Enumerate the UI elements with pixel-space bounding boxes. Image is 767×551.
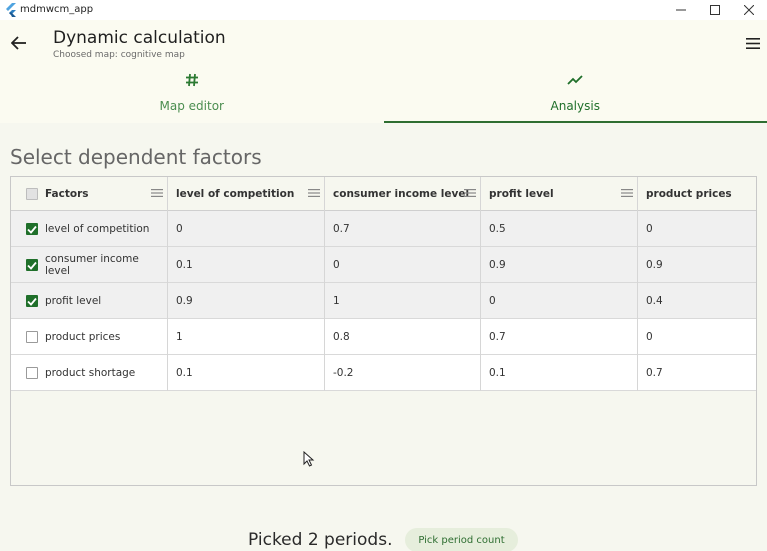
- column-header-label: product prices: [646, 188, 732, 200]
- grid-header: Factors level of competition consumer in…: [11, 177, 756, 211]
- column-menu-icon[interactable]: [464, 188, 476, 198]
- column-header-label: consumer income level: [333, 188, 470, 200]
- column-header-label: Factors: [45, 188, 89, 200]
- tab-analysis[interactable]: Analysis: [383, 65, 767, 123]
- row-checkbox[interactable]: [26, 295, 38, 307]
- table-row[interactable]: profit level 0.9 1 0 0.4: [11, 283, 756, 319]
- column-header-label: level of competition: [176, 188, 295, 200]
- factor-name: consumer income level: [45, 253, 139, 277]
- column-header-profit-level[interactable]: profit level: [481, 177, 638, 211]
- minimize-button[interactable]: [663, 0, 699, 20]
- check-icon: [27, 297, 37, 306]
- factor-name: product prices: [45, 331, 121, 343]
- table-row[interactable]: consumer income level 0.1 0 0.9 0.9: [11, 247, 756, 283]
- value-cell[interactable]: 0.7: [325, 211, 481, 247]
- column-menu-icon[interactable]: [151, 188, 163, 198]
- section-title: Select dependent factors: [10, 145, 262, 169]
- column-header-product-prices[interactable]: product prices: [638, 177, 756, 211]
- factor-cell: consumer income level: [11, 247, 168, 283]
- factor-cell: level of competition: [11, 211, 168, 247]
- value-cell[interactable]: 0: [168, 211, 325, 247]
- value-cell[interactable]: 0.1: [168, 247, 325, 283]
- factor-name: profit level: [45, 295, 102, 307]
- back-button[interactable]: [8, 32, 30, 54]
- tab-map-editor[interactable]: Map editor: [0, 65, 384, 123]
- factor-name: level of competition: [45, 223, 150, 235]
- grid-rows: level of competition 0 0.7 0.5 0 consume…: [11, 211, 756, 391]
- column-header-consumer-income-level[interactable]: consumer income level: [325, 177, 481, 211]
- value-cell[interactable]: 1: [325, 283, 481, 319]
- row-checkbox[interactable]: [26, 223, 38, 235]
- hash-icon: [185, 73, 198, 87]
- value-cell[interactable]: 1: [168, 319, 325, 355]
- row-checkbox[interactable]: [26, 331, 38, 343]
- close-icon: [744, 5, 754, 15]
- pick-period-count-button[interactable]: Pick period count: [405, 528, 518, 551]
- value-cell[interactable]: 0.5: [481, 211, 638, 247]
- check-icon: [27, 225, 37, 234]
- value-cell[interactable]: 0: [646, 331, 653, 343]
- picked-periods-text: Picked 2 periods.: [248, 530, 393, 550]
- window-titlebar: mdmwcm_app: [0, 0, 767, 20]
- column-menu-icon[interactable]: [621, 188, 633, 198]
- column-header-factors[interactable]: Factors: [11, 177, 168, 211]
- factors-grid: Factors level of competition consumer in…: [10, 176, 757, 486]
- page-subtitle: Choosed map: cognitive map: [53, 50, 185, 60]
- value-cell[interactable]: 0.9: [646, 259, 663, 271]
- value-cell[interactable]: -0.2: [325, 355, 481, 391]
- factor-cell: product shortage: [11, 355, 168, 391]
- factor-cell: product prices: [11, 319, 168, 355]
- value-cell[interactable]: 0.7: [646, 367, 663, 379]
- window-title: mdmwcm_app: [20, 4, 94, 15]
- factor-name: product shortage: [45, 367, 136, 379]
- value-cell[interactable]: 0: [481, 283, 638, 319]
- trend-line-icon: [567, 75, 583, 85]
- column-header-label: profit level: [489, 188, 554, 200]
- maximize-icon: [710, 5, 720, 15]
- page-title: Dynamic calculation: [53, 28, 226, 48]
- value-cell[interactable]: 0.9: [481, 247, 638, 283]
- check-icon: [27, 261, 37, 270]
- row-checkbox[interactable]: [26, 259, 38, 271]
- column-header-level-of-competition[interactable]: level of competition: [168, 177, 325, 211]
- value-cell[interactable]: 0: [646, 223, 653, 235]
- flutter-logo-icon: [6, 3, 16, 17]
- menu-button[interactable]: [743, 34, 763, 52]
- value-cell[interactable]: 0.9: [168, 283, 325, 319]
- mouse-cursor-icon: [303, 451, 315, 467]
- arrow-left-icon: [11, 36, 26, 50]
- tab-map-editor-label: Map editor: [159, 99, 224, 113]
- row-checkbox[interactable]: [26, 367, 38, 379]
- app-bar: Dynamic calculation Choosed map: cogniti…: [0, 20, 767, 65]
- maximize-button[interactable]: [697, 0, 733, 20]
- value-cell[interactable]: 0: [325, 247, 481, 283]
- column-menu-icon[interactable]: [308, 188, 320, 198]
- value-cell[interactable]: 0.8: [325, 319, 481, 355]
- table-row[interactable]: product prices 1 0.8 0.7 0: [11, 319, 756, 355]
- value-cell[interactable]: 0.4: [646, 295, 663, 307]
- table-row[interactable]: level of competition 0 0.7 0.5 0: [11, 211, 756, 247]
- table-row[interactable]: product shortage 0.1 -0.2 0.1 0.7: [11, 355, 756, 391]
- close-window-button[interactable]: [731, 0, 767, 20]
- select-all-checkbox[interactable]: [26, 188, 38, 200]
- tab-analysis-label: Analysis: [550, 99, 600, 113]
- factor-cell: profit level: [11, 283, 168, 319]
- minimize-icon: [676, 9, 686, 11]
- value-cell[interactable]: 0.7: [481, 319, 638, 355]
- tab-bar: Map editor Analysis: [0, 65, 767, 123]
- hamburger-menu-icon: [746, 37, 760, 49]
- value-cell[interactable]: 0.1: [481, 355, 638, 391]
- value-cell[interactable]: 0.1: [168, 355, 325, 391]
